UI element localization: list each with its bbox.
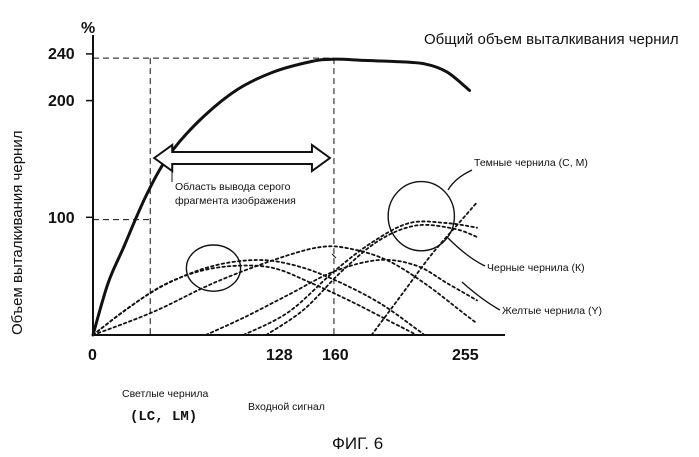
light-inks-label: Светлые чернила: [122, 388, 208, 400]
x-tick-128: 128: [266, 347, 293, 364]
yellow-ink-label: Желтые чернила (Y): [502, 305, 602, 317]
y-axis-label: Объем выталкивания чернил: [9, 131, 26, 335]
total-label: Общий объем выталкивания чернил: [424, 31, 679, 48]
y-tick-100: 100: [48, 210, 75, 227]
gray-region-label-1: Область вывода серого: [175, 181, 291, 193]
series-line-c-5: [244, 221, 477, 335]
figure-caption: ФИГ. 6: [332, 434, 383, 453]
y-tick-240: 240: [48, 46, 75, 63]
light-inks-codes: (LC, LM): [130, 409, 197, 425]
highlight-circle-1: [388, 182, 454, 251]
x-tick-0: 0: [88, 347, 97, 364]
series-line-m-6: [266, 225, 477, 335]
x-axis-label: Входной сигнал: [248, 401, 325, 413]
black-ink-label: Черные чернила (К): [487, 262, 585, 274]
axes: [86, 35, 505, 335]
unit-label: %: [81, 20, 95, 37]
y-tick-200: 200: [48, 93, 75, 110]
series-line-lm-2: [93, 260, 424, 335]
series-line-lc-1: [93, 265, 417, 335]
dark-inks-leader: [448, 170, 472, 190]
gray-region-label-2: фрагмента изображения: [175, 195, 296, 207]
x-tick-160: 160: [322, 347, 349, 364]
dark-inks-label: Темные чернила (С, М): [474, 157, 588, 169]
gray-region-double-arrow: [154, 145, 330, 171]
black-ink-leader: [448, 238, 485, 266]
x-tick-255: 255: [452, 347, 479, 364]
crossover-mark: [332, 254, 336, 258]
